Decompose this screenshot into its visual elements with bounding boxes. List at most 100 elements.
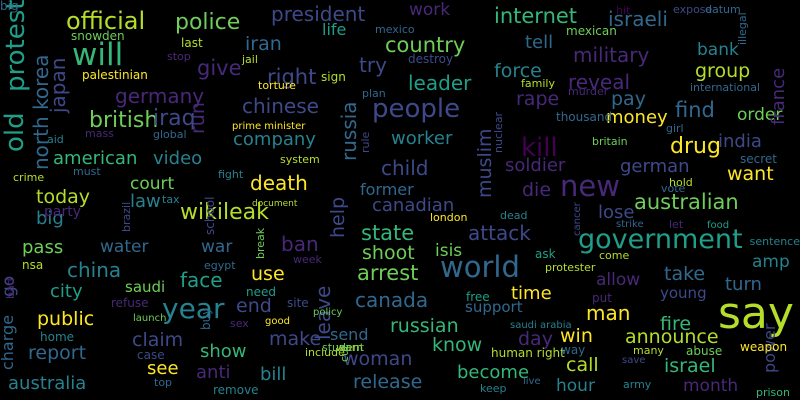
word-pass: pass — [22, 237, 64, 258]
word-germany: germany — [115, 84, 205, 108]
word-government: government — [578, 224, 743, 255]
word-internet: internet — [494, 4, 578, 28]
word-force: force — [494, 60, 542, 82]
word-leader: leader — [408, 71, 472, 95]
word-death: death — [250, 171, 308, 195]
word-chinese: chinese — [242, 94, 319, 118]
word-kill: kill — [521, 133, 558, 163]
word-launch: launch — [133, 313, 167, 324]
word-document: document — [252, 199, 298, 209]
word-international: international — [690, 81, 761, 94]
word-aid: aid — [47, 133, 64, 146]
word-mexico: mexico — [375, 23, 415, 36]
word-human-right: human right — [491, 346, 565, 360]
word-save: save — [622, 355, 646, 366]
word-rule: rule — [359, 131, 372, 153]
word-order: order — [737, 105, 783, 125]
word-remove: remove — [213, 383, 259, 397]
word-run: run — [187, 102, 209, 134]
word-american: american — [53, 148, 138, 169]
word-young: young — [660, 284, 707, 302]
word-want: want — [727, 163, 774, 185]
word-case: case — [137, 348, 165, 362]
word-japan: japan — [46, 57, 70, 113]
word-claim: claim — [132, 329, 184, 351]
word-nuclear: nuclear — [492, 111, 505, 153]
word-school: school — [203, 196, 217, 235]
word-site: site — [287, 296, 309, 310]
word-put: put — [592, 291, 612, 305]
word-money: money — [606, 107, 668, 128]
word-time: time — [511, 283, 552, 304]
word-end: end — [236, 295, 272, 317]
word-life: life — [322, 20, 347, 39]
word-cancer: cancer — [572, 202, 583, 236]
word-food: food — [707, 220, 730, 231]
word-big: big — [36, 208, 64, 229]
word-official: official — [66, 7, 146, 35]
word-tell: tell — [525, 32, 554, 53]
word-reveal: reveal — [568, 70, 631, 94]
word-good: good — [265, 316, 290, 327]
word-rape: rape — [516, 88, 560, 110]
word-warn: warn — [336, 341, 364, 354]
word-china: china — [67, 258, 122, 282]
word-free: free — [466, 290, 490, 304]
word-sign: sign — [321, 70, 346, 84]
word-london: london — [430, 211, 468, 224]
word-global: global — [153, 128, 187, 141]
word-fire: fire — [660, 313, 692, 335]
word-israel: israel — [664, 355, 716, 377]
word-country: country — [385, 33, 466, 57]
word-illegal: illegal — [736, 12, 749, 45]
word-police: police — [175, 10, 241, 35]
word-say: say — [718, 288, 794, 339]
word-world: world — [440, 250, 520, 284]
word-child: child — [381, 156, 429, 180]
word-know: know — [432, 334, 483, 356]
word-buy: buy — [199, 307, 213, 330]
word-refuse: refuse — [111, 296, 149, 310]
word-russian: russian — [390, 315, 459, 337]
word-report: report — [28, 342, 87, 364]
word-war: war — [201, 237, 233, 257]
word-saudi-arabia: saudi arabia — [510, 320, 572, 331]
word-snowden: snowden — [71, 29, 125, 43]
word-wikileak: wikileak — [180, 200, 269, 225]
word-russia: russia — [337, 101, 361, 161]
word-worker: worker — [391, 128, 453, 149]
word-torture: torture — [258, 79, 296, 92]
word-bill: bill — [260, 364, 287, 385]
word-canada: canada — [355, 288, 429, 312]
word-month: month — [683, 376, 739, 396]
word-call: call — [566, 354, 599, 376]
word-fight: fight — [218, 168, 244, 181]
word-datum: datum — [705, 3, 741, 16]
word-ban: ban — [281, 232, 319, 256]
word-army: army — [623, 378, 652, 391]
word-german: german — [620, 156, 690, 177]
word-public: public — [37, 308, 95, 330]
word-tax: tax — [162, 193, 180, 206]
word-isis: isis — [435, 241, 463, 261]
word-strike: strike — [616, 219, 644, 230]
word-work: work — [409, 0, 451, 20]
word-people: people — [372, 94, 461, 124]
word-last: last — [181, 36, 203, 50]
word-policy: policy — [313, 307, 343, 318]
word-new: new — [560, 169, 620, 203]
word-brazil: brazil — [120, 201, 133, 232]
word-woman: woman — [343, 348, 413, 370]
word-pay: pay — [611, 88, 646, 110]
word-die: die — [522, 179, 552, 201]
word-prime-minister: prime minister — [232, 121, 306, 132]
word-abuse: abuse — [686, 344, 723, 358]
word-way: way — [561, 343, 586, 357]
word-big: big — [0, 0, 19, 13]
word-day: day — [518, 328, 553, 350]
word-state: state — [361, 221, 415, 245]
word-company: company — [233, 129, 316, 150]
word-water: water — [100, 237, 149, 257]
word-will: will — [72, 37, 124, 73]
word-use: use — [251, 263, 285, 285]
